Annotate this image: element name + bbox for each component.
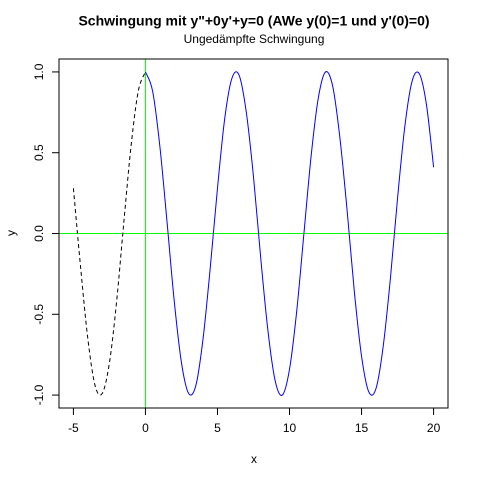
x-tick-label: 0 — [142, 421, 149, 435]
y-tick-label: 0.0 — [32, 225, 46, 242]
y-tick-label: -1.0 — [32, 384, 46, 405]
chart-subtitle: Ungedämpfte Schwingung — [184, 32, 325, 46]
x-tick-label: 20 — [427, 421, 441, 435]
y-axis-label: y — [4, 230, 18, 236]
y-tick-label: 0.5 — [32, 144, 46, 161]
x-axis-label: x — [251, 452, 257, 466]
x-tick-label: 15 — [355, 421, 369, 435]
y-tick-label: -0.5 — [32, 304, 46, 325]
chart-title: Schwingung mit y"+0y'+y=0 (AWe y(0)=1 un… — [78, 13, 429, 29]
line-series — [144, 71, 435, 396]
x-tick-label: -5 — [68, 421, 79, 435]
x-tick-label: 5 — [214, 421, 221, 435]
y-tick-label: 1.0 — [32, 63, 46, 80]
x-tick-label: 10 — [283, 421, 297, 435]
